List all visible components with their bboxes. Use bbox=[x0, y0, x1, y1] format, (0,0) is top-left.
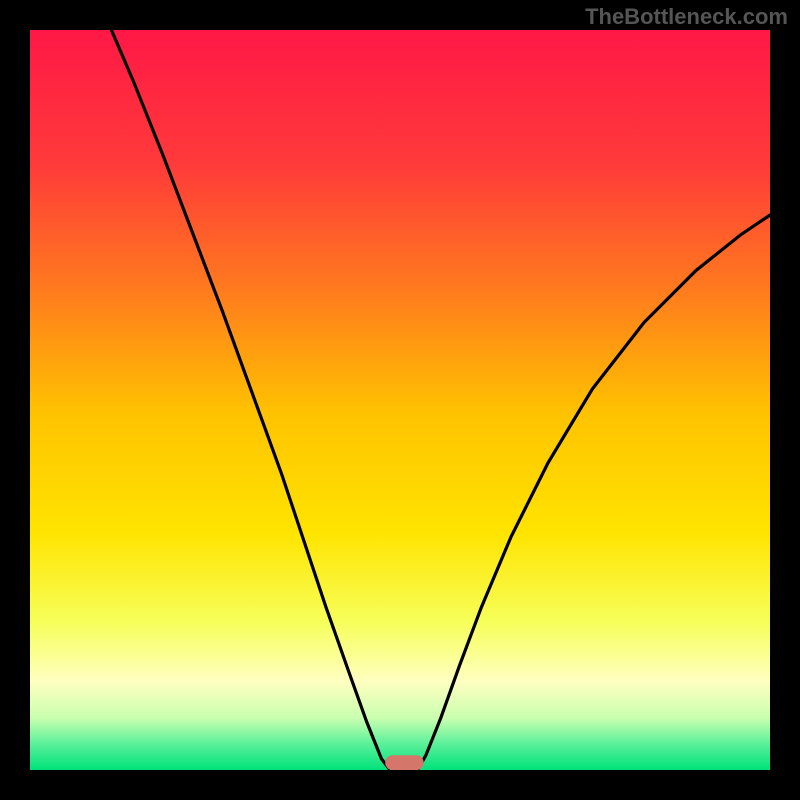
watermark-text: TheBottleneck.com bbox=[585, 4, 788, 30]
bottleneck-chart bbox=[0, 0, 800, 800]
plot-background bbox=[30, 30, 770, 770]
chart-canvas: TheBottleneck.com bbox=[0, 0, 800, 800]
trough-marker bbox=[385, 755, 423, 770]
